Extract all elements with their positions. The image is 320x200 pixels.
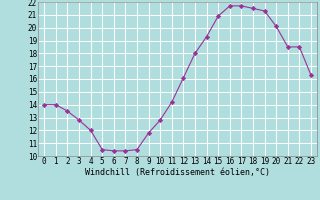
- X-axis label: Windchill (Refroidissement éolien,°C): Windchill (Refroidissement éolien,°C): [85, 168, 270, 177]
